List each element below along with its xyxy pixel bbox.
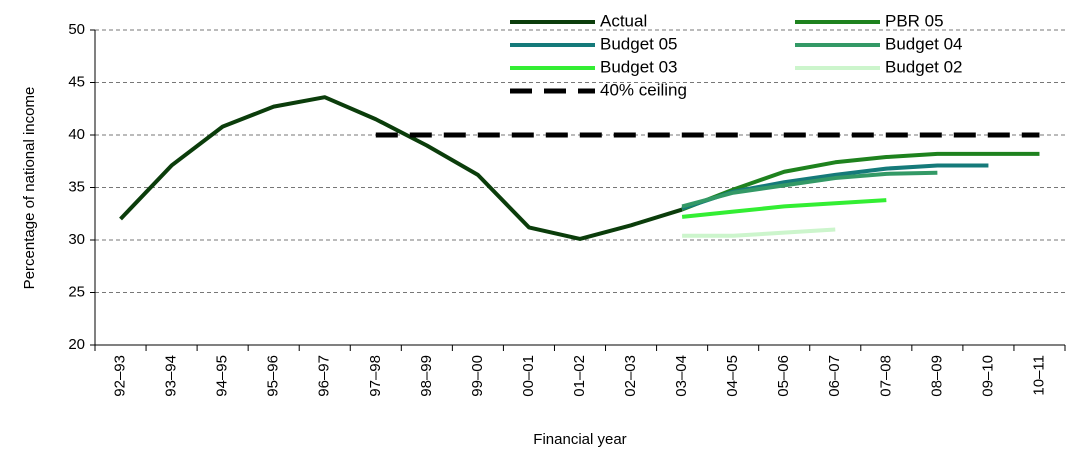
y-tick-label: 40 — [68, 126, 85, 143]
x-tick-label: 03–04 — [673, 355, 690, 397]
y-tick-label: 25 — [68, 283, 85, 300]
x-tick-label: 01–02 — [571, 355, 588, 397]
legend-label: PBR 05 — [885, 11, 944, 30]
legend: Actual PBR 05 Budget 05 Budget 04 Budget 03 B… — [510, 11, 963, 99]
y-axis-label: Percentage of national income — [21, 87, 38, 290]
y-tick-label: 20 — [68, 336, 85, 353]
legend-label: Actual — [600, 11, 647, 30]
x-axis-label: Financial year — [533, 431, 626, 448]
series-line — [682, 227, 836, 238]
x-tick-label: 97–98 — [367, 355, 384, 397]
series-line — [681, 198, 887, 219]
legend-label: 40% ceiling — [600, 80, 687, 99]
series-line — [119, 95, 683, 241]
x-tick-label: 94–95 — [214, 355, 231, 397]
series-line — [681, 170, 938, 209]
x-tick-label: 98–99 — [418, 355, 435, 397]
y-tick-label: 30 — [68, 231, 85, 248]
legend-label: Budget 02 — [885, 57, 963, 76]
legend-label: Budget 03 — [600, 57, 678, 76]
x-tick-label: 93–94 — [163, 355, 180, 397]
x-tick-label: 99–00 — [469, 355, 486, 397]
x-tick-label: 05–06 — [775, 355, 792, 397]
x-tick-label: 00–01 — [520, 355, 537, 397]
x-tick-label: 08–09 — [928, 355, 945, 397]
x-tick-label: 06–07 — [826, 355, 843, 397]
x-tick-label: 02–03 — [622, 355, 639, 397]
legend-label: Budget 05 — [600, 34, 678, 53]
x-tick-label: 04–05 — [724, 355, 741, 397]
x-tick-label: 96–97 — [316, 355, 333, 397]
x-tick-label: 92–93 — [111, 355, 128, 397]
y-tick-label: 35 — [68, 178, 85, 195]
y-tick-label: 45 — [68, 73, 85, 90]
y-tick-label: 50 — [68, 21, 85, 38]
x-tick-label: 07–08 — [877, 355, 894, 397]
x-tick-label: 95–96 — [265, 355, 282, 397]
x-tick-label: 09–10 — [979, 355, 996, 397]
series-line — [681, 151, 1040, 212]
x-tick-label: 10–11 — [1030, 355, 1047, 396]
legend-label: Budget 04 — [885, 34, 963, 53]
